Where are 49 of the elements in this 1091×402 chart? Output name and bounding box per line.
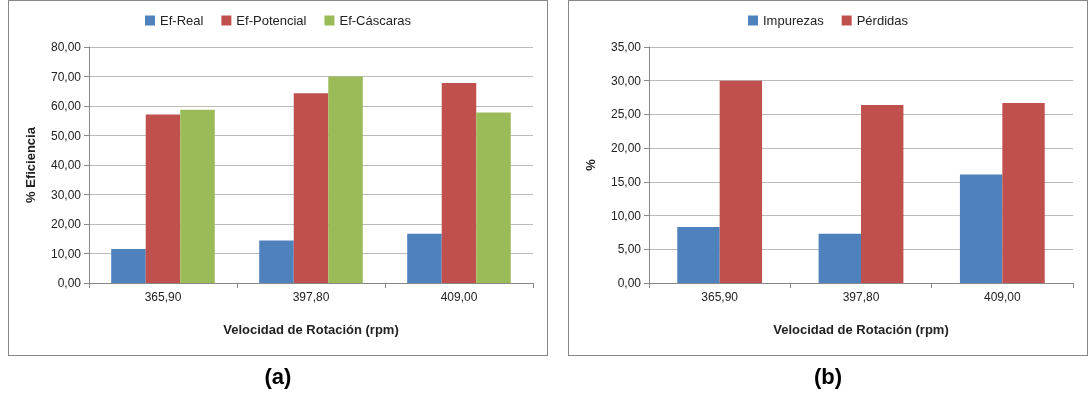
bar: [719, 80, 763, 283]
y-tick-label: 15,00: [610, 174, 642, 189]
bar: [328, 76, 363, 283]
bar: [861, 104, 904, 283]
legend-label: Pérdidas: [856, 13, 909, 28]
y-tick-label: 0,00: [617, 276, 642, 290]
y-tick-label: 80,00: [50, 40, 82, 54]
bar: [293, 93, 329, 283]
bar: [407, 233, 442, 283]
legend-label: Ef-Potencial: [236, 13, 307, 28]
x-tick-label: 365,90: [144, 290, 182, 304]
y-tick-label: 40,00: [50, 158, 82, 172]
legend-label: Impurezas: [763, 13, 825, 28]
bar: [180, 109, 215, 283]
bar: [145, 114, 181, 283]
x-tick-label: 409,00: [983, 290, 1022, 304]
bar: [959, 174, 1003, 283]
y-tick-label: 35,00: [610, 40, 642, 54]
bar: [476, 112, 511, 283]
x-tick-label: 365,90: [701, 290, 739, 304]
legend-label: Ef-Real: [160, 13, 204, 28]
y-tick-label: 20,00: [610, 141, 642, 156]
x-tick-label: 397,80: [292, 290, 330, 304]
bar: [677, 227, 720, 283]
x-axis-title: Velocidad de Rotación (rpm): [223, 322, 399, 337]
y-axis-title: % Eficiencia: [23, 126, 38, 203]
y-tick-label: 20,00: [50, 217, 82, 231]
y-tick-label: 0,00: [57, 276, 82, 290]
bar: [441, 82, 477, 283]
text: (a): [263, 364, 293, 390]
y-tick-label: 5,00: [617, 242, 642, 257]
bar: [1002, 102, 1045, 283]
y-tick-label: 25,00: [610, 107, 642, 122]
x-tick-label: 409,00: [440, 290, 478, 304]
y-tick-label: 50,00: [50, 128, 82, 143]
bar: [259, 240, 294, 283]
legend-label: Ef-Cáscaras: [339, 13, 412, 28]
bar: [111, 249, 146, 283]
y-tick-label: 30,00: [610, 73, 642, 88]
y-tick-label: 70,00: [50, 69, 82, 84]
text: (b): [812, 364, 844, 390]
y-axis-title: %: [583, 158, 598, 171]
y-tick-label: 60,00: [50, 99, 82, 113]
bar: [818, 233, 861, 283]
x-axis-title: Velocidad de Rotación (rpm): [773, 322, 949, 337]
x-tick-label: 397,80: [842, 290, 880, 304]
y-tick-label: 30,00: [50, 187, 82, 202]
y-tick-label: 10,00: [50, 246, 82, 261]
y-tick-label: 10,00: [610, 208, 642, 223]
